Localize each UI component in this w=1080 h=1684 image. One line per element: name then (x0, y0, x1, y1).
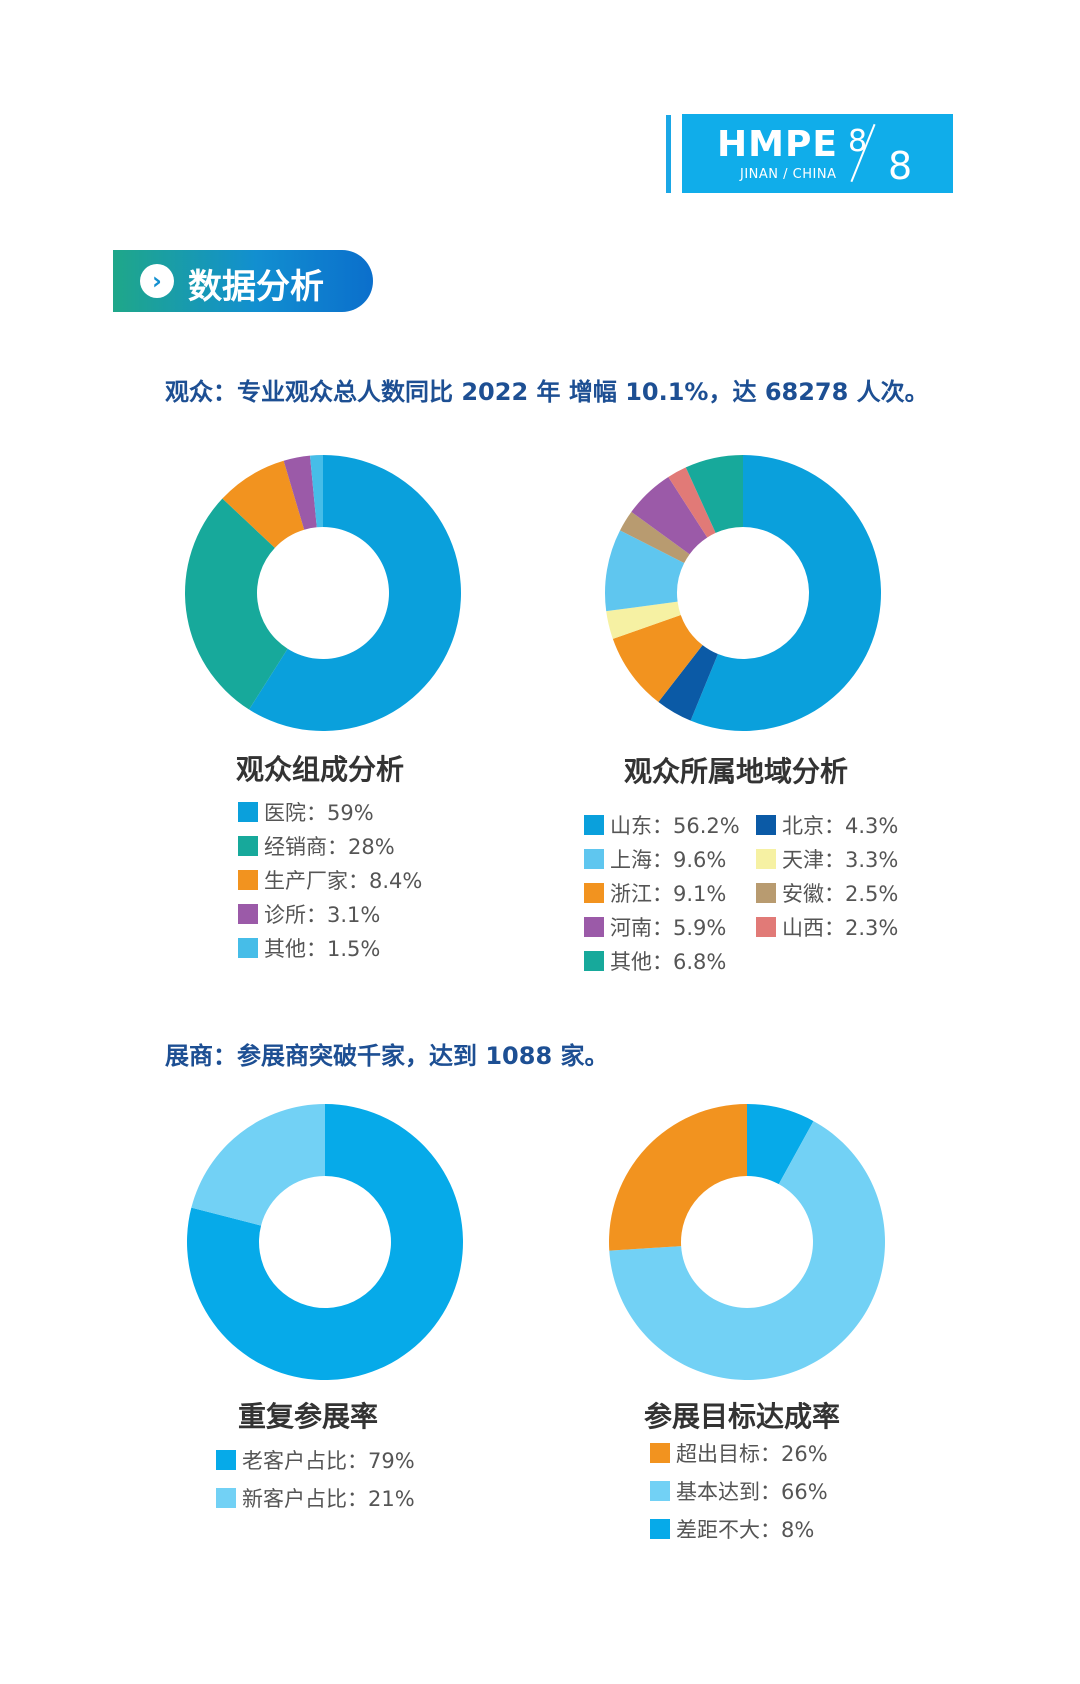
donut-slice-差距不大 (747, 1104, 814, 1185)
legend-item: 基本达到：66% (650, 1477, 828, 1505)
legend-item: 差距不大：8% (650, 1515, 828, 1543)
legend-label: 浙江：9.1% (610, 882, 727, 906)
legend-goal-rate: 超出目标：26% 基本达到：66% 差距不大：8% (650, 1439, 828, 1543)
goal-achievement-donut (609, 1104, 885, 1380)
legend-swatch (756, 849, 776, 869)
legend-label: 天津：3.3% (782, 848, 899, 872)
repeat-exhibit-donut (187, 1104, 463, 1380)
audience-region-donut (605, 455, 881, 731)
legend-swatch (584, 951, 604, 971)
legend-label: 新客户占比：21% (242, 1487, 415, 1511)
logo-title: HMPE (717, 124, 838, 165)
legend-swatch (584, 815, 604, 835)
page-total: 8 (888, 144, 913, 188)
donut-slice-山东 (690, 455, 881, 731)
legend-item: 山东：56.2% (584, 811, 740, 839)
chart-title-audience-composition: 观众组成分析 (236, 753, 405, 786)
donut-slice-河南 (631, 476, 708, 555)
legend-label: 医院：59% (264, 801, 374, 825)
donut-slice-生产厂家 (222, 460, 305, 548)
legend-audience-region-col1: 山东：56.2% 上海：9.6% 浙江：9.1% 河南：5.9% 其他：6.8% (584, 811, 740, 975)
chevron-right-icon: › (140, 264, 174, 298)
donut-slice-经销商 (185, 498, 288, 710)
legend-item: 安徽：2.5% (756, 879, 898, 907)
donut-slice-新客户占比 (191, 1104, 325, 1226)
section-title: 数据分析 (188, 267, 324, 307)
legend-audience-composition: 医院：59% 经销商：28% 生产厂家：8.4% 诊所：3.1% 其他：1.5% (238, 798, 422, 962)
legend-item: 医院：59% (238, 798, 422, 826)
legend-label: 诊所：3.1% (264, 903, 381, 927)
legend-label: 安徽：2.5% (782, 882, 899, 906)
legend-label: 山西：2.3% (782, 916, 899, 940)
donut-slice-其他 (310, 455, 323, 528)
legend-item: 生产厂家：8.4% (238, 866, 422, 894)
legend-item: 北京：4.3% (756, 811, 898, 839)
legend-swatch (650, 1481, 670, 1501)
legend-item: 山西：2.3% (756, 913, 898, 941)
logo-box (682, 114, 953, 193)
donut-slice-天津 (606, 601, 681, 639)
legend-item: 其他：1.5% (238, 934, 422, 962)
legend-label: 其他：6.8% (610, 950, 727, 974)
legend-swatch (216, 1488, 236, 1508)
legend-item: 诊所：3.1% (238, 900, 422, 928)
donut-slice-基本达到 (609, 1121, 885, 1380)
legend-label: 生产厂家：8.4% (264, 869, 423, 893)
legend-swatch (650, 1519, 670, 1539)
legend-label: 河南：5.9% (610, 916, 727, 940)
audience-composition-donut (185, 455, 462, 731)
legend-swatch (238, 870, 258, 890)
donut-slice-上海 (605, 530, 685, 612)
legend-audience-region-col2: 北京：4.3% 天津：3.3% 安徽：2.5% 山西：2.3% (756, 811, 898, 941)
legend-label: 基本达到：66% (676, 1480, 828, 1504)
legend-swatch (584, 917, 604, 937)
legend-label: 经销商：28% (264, 835, 395, 859)
legend-item: 其他：6.8% (584, 947, 740, 975)
legend-label: 其他：1.5% (264, 937, 381, 961)
donut-slice-其他 (685, 455, 743, 533)
legend-item: 上海：9.6% (584, 845, 740, 873)
legend-swatch (650, 1443, 670, 1463)
legend-item: 超出目标：26% (650, 1439, 828, 1467)
page-number: 8 (848, 124, 868, 159)
legend-swatch (756, 917, 776, 937)
legend-label: 超出目标：26% (676, 1442, 828, 1466)
logo-subtitle: JINAN / CHINA (740, 167, 837, 182)
legend-swatch (238, 802, 258, 822)
exhibitor-summary: 展商：参展商突破千家，达到 1088 家。 (165, 1042, 609, 1070)
legend-swatch (216, 1450, 236, 1470)
legend-label: 差距不大：8% (676, 1518, 815, 1542)
legend-label: 北京：4.3% (782, 814, 899, 838)
legend-swatch (238, 836, 258, 856)
logo-accent-bar (666, 115, 671, 193)
legend-item: 浙江：9.1% (584, 879, 740, 907)
legend-repeat-rate: 老客户占比：79% 新客户占比：21% (216, 1446, 415, 1512)
chart-title-audience-region: 观众所属地域分析 (624, 755, 849, 788)
donut-slice-北京 (658, 645, 718, 721)
legend-label: 老客户占比：79% (242, 1449, 415, 1473)
legend-item: 经销商：28% (238, 832, 422, 860)
legend-swatch (238, 904, 258, 924)
donut-slice-诊所 (283, 455, 317, 530)
donut-slice-安徽 (620, 511, 690, 564)
donut-slice-超出目标 (609, 1104, 747, 1251)
legend-swatch (756, 883, 776, 903)
donut-slice-医院 (249, 455, 462, 731)
legend-swatch (584, 883, 604, 903)
legend-item: 新客户占比：21% (216, 1484, 415, 1512)
legend-swatch (584, 849, 604, 869)
legend-swatch (238, 938, 258, 958)
donut-slice-老客户占比 (187, 1104, 463, 1380)
legend-item: 老客户占比：79% (216, 1446, 415, 1474)
donut-slice-浙江 (612, 614, 703, 703)
chart-title-goal-rate: 参展目标达成率 (644, 1400, 841, 1433)
legend-item: 河南：5.9% (584, 913, 740, 941)
audience-summary: 观众：专业观众总人数同比 2022 年 增幅 10.1%，达 68278 人次。 (165, 378, 929, 406)
legend-label: 山东：56.2% (610, 814, 740, 838)
legend-swatch (756, 815, 776, 835)
legend-item: 天津：3.3% (756, 845, 898, 873)
donut-slice-山西 (668, 467, 716, 538)
legend-label: 上海：9.6% (610, 848, 727, 872)
chart-title-repeat-rate: 重复参展率 (238, 1400, 379, 1433)
